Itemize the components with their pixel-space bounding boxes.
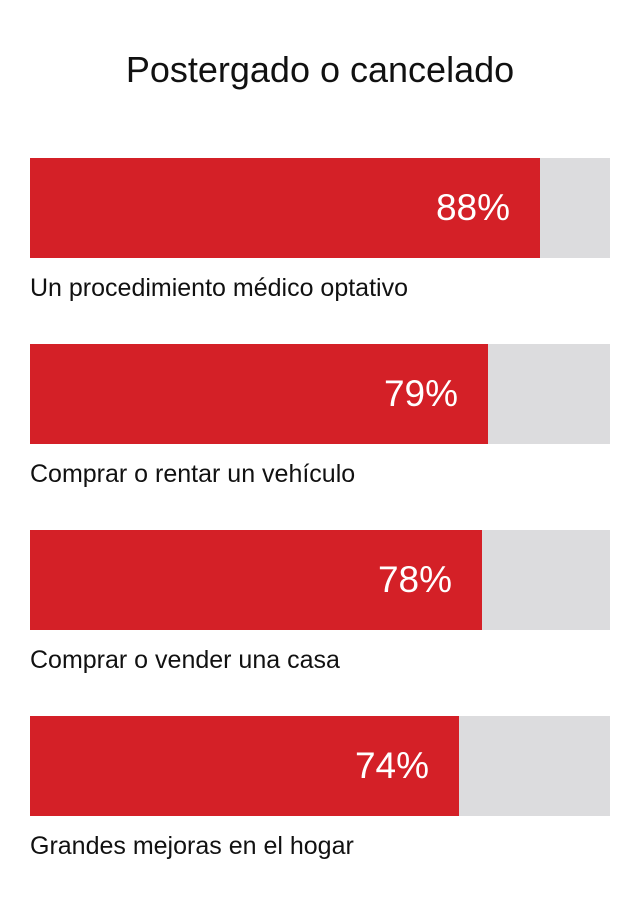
bar-item: 79% Comprar o rentar un vehículo	[30, 344, 610, 504]
bar-value-label: 79%	[383, 373, 458, 414]
bar-item: 78% Comprar o vender una casa	[30, 530, 610, 690]
bar-track: 88%	[30, 158, 610, 258]
bar-value-label: 78%	[377, 559, 452, 600]
bar-category-label: Un procedimiento médico optativo	[30, 274, 408, 302]
bar-category-label: Comprar o vender una casa	[30, 646, 340, 674]
bar-value-label: 74%	[354, 745, 429, 786]
bar-track: 78%	[30, 530, 610, 630]
chart-title: Postergado o cancelado	[125, 49, 515, 90]
bar-item: 88% Un procedimiento médico optativo	[30, 158, 610, 318]
bar-track: 74%	[30, 716, 610, 816]
bar-value-label: 88%	[435, 187, 510, 228]
bar-fill: 88%	[30, 158, 540, 258]
bar-fill: 79%	[30, 344, 488, 444]
bar-category-label: Grandes mejoras en el hogar	[30, 832, 354, 860]
bar-fill: 78%	[30, 530, 482, 630]
bar-item: 74% Grandes mejoras en el hogar	[30, 716, 610, 876]
bar-track: 79%	[30, 344, 610, 444]
bar-fill: 74%	[30, 716, 459, 816]
bar-category-label: Comprar o rentar un vehículo	[30, 460, 356, 488]
